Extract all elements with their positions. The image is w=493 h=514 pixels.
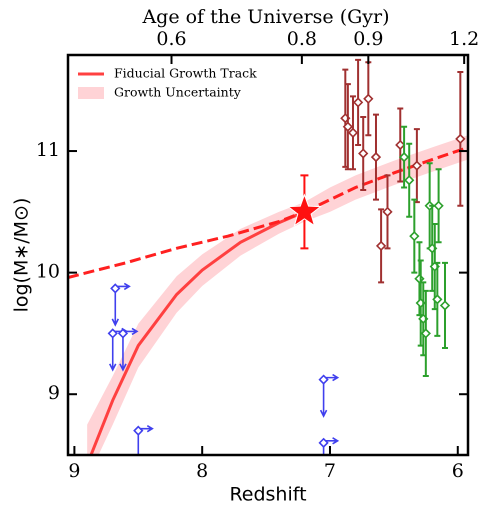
x-tick-label: 9 [68,460,80,482]
data-point [409,231,420,242]
data-point [133,425,144,436]
data-point [375,240,387,252]
data-point [363,93,374,104]
data-point [455,133,466,145]
growth-track [89,210,306,455]
y-tick-label: 11 [36,139,60,161]
legend-label: Fiducial Growth Track [114,66,257,81]
x-tick-label: 7 [324,460,336,482]
limit-arrow [319,373,340,418]
limit-arrow [119,327,139,372]
x2-tick-label: 1.2 [449,28,479,50]
growth-track [303,145,468,214]
y-axis-label: log(M∗/M⊙) [11,198,33,313]
data-point [411,160,423,171]
data-point [398,151,410,163]
data-point [358,148,369,159]
growth-track [68,210,305,279]
data-point [404,175,415,186]
data-point [318,374,329,385]
limit-arrow [111,282,131,327]
data-point [433,200,444,211]
y-tick-label: 10 [36,261,60,283]
data-point [370,151,382,163]
data-point [420,328,431,339]
uncertainty-band [87,135,468,455]
limit-arrow [109,327,129,372]
data-point [432,294,443,305]
legend-label: Growth Uncertainty [114,85,242,100]
x2-tick-label: 0.6 [156,28,186,50]
data-point [347,127,359,138]
data-point [107,328,118,339]
data-point [117,328,129,339]
x2-tick-label: 0.9 [353,28,383,50]
data-point [439,300,451,311]
star-marker [286,193,322,227]
x-tick-label: 6 [452,460,464,482]
data-point [318,437,329,448]
x-tick-label: 8 [196,460,208,482]
y-tick-label: 9 [48,382,60,404]
x2-tick-label: 0.8 [287,28,317,50]
data-point [414,273,425,284]
data-point [395,139,406,151]
data-point [382,206,393,217]
plot-frame [66,53,470,457]
data-point [342,121,354,132]
plot-area [68,58,468,455]
legend-swatch [78,87,104,99]
data-point [110,283,121,294]
data-point [352,97,364,108]
top-axis-title: Age of the Universe (Gyr) [141,6,389,28]
x-axis-label: Redshift [229,484,306,506]
limit-arrow [137,424,154,455]
